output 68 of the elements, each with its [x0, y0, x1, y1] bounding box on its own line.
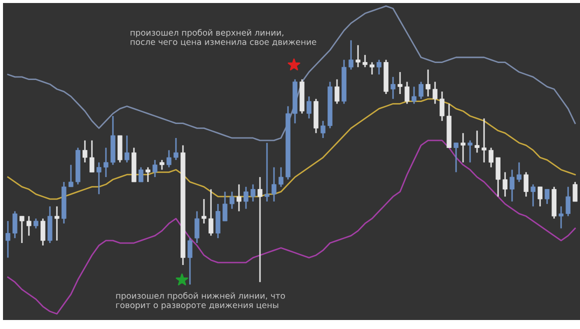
candlestick — [370, 62, 374, 76]
candlestick — [474, 130, 480, 154]
candlestick — [488, 147, 494, 168]
candlestick — [138, 166, 144, 183]
candlestick — [468, 140, 472, 164]
candlestick — [538, 186, 542, 208]
candlestick — [530, 184, 536, 208]
candlestick — [272, 166, 276, 202]
candlestick — [216, 203, 220, 239]
candlestick — [356, 44, 360, 68]
candlestick — [54, 206, 60, 242]
candlestick — [104, 147, 108, 178]
candlestick — [188, 237, 192, 286]
candlestick — [68, 164, 74, 188]
candlestick — [496, 156, 500, 198]
candlestick — [250, 184, 256, 202]
candlestick — [230, 191, 234, 210]
candlestick — [376, 59, 382, 76]
candlestick — [502, 171, 508, 198]
candlestick — [82, 140, 88, 164]
candlestick — [362, 54, 368, 68]
candlestick — [412, 86, 416, 104]
candlestick — [258, 176, 262, 283]
candlestick — [124, 134, 130, 164]
candlestick — [264, 142, 270, 202]
candlestick — [12, 210, 18, 239]
candlestick — [96, 162, 102, 195]
candlestick — [432, 81, 438, 104]
candlestick — [348, 40, 354, 70]
candlestick — [244, 186, 248, 210]
candlestick — [202, 198, 206, 224]
candlestick — [278, 166, 284, 188]
candlestick — [208, 188, 214, 236]
candlestick — [426, 68, 430, 98]
candlestick — [194, 210, 200, 244]
candlestick — [404, 81, 410, 104]
candlestick — [236, 184, 242, 212]
candlestick — [440, 90, 444, 122]
candlestick — [390, 76, 396, 100]
annotation: произошел пробой верхней линии, после чего цена изменила свое движение — [130, 29, 316, 46]
candlestick — [454, 142, 458, 173]
candlestick — [398, 71, 402, 95]
candlestick — [222, 191, 228, 222]
candlestick — [146, 166, 150, 183]
candlestick — [558, 206, 564, 230]
candlestick — [482, 118, 486, 164]
candlestick — [510, 169, 514, 202]
candlestick — [524, 171, 528, 198]
candlestick — [566, 186, 570, 217]
candlestick — [306, 96, 312, 120]
candlestick — [174, 137, 178, 161]
text: произошел пробой нижней линии, что говорит о развороте движения цены — [116, 292, 285, 310]
candlestick — [40, 218, 46, 246]
candlestick — [152, 159, 158, 178]
candlestick — [460, 132, 466, 164]
candlestick — [334, 78, 340, 104]
candlestick — [572, 181, 578, 202]
candlestick — [90, 140, 94, 173]
candlestick — [6, 220, 10, 258]
candlestick — [166, 149, 172, 168]
candlestick — [418, 81, 424, 100]
candlestick — [26, 215, 32, 236]
candlestick — [20, 215, 24, 244]
candlestick — [516, 162, 522, 183]
candlestick — [160, 159, 164, 170]
candlestick — [320, 120, 326, 139]
candlestick — [34, 218, 38, 230]
candlestick — [544, 188, 550, 205]
